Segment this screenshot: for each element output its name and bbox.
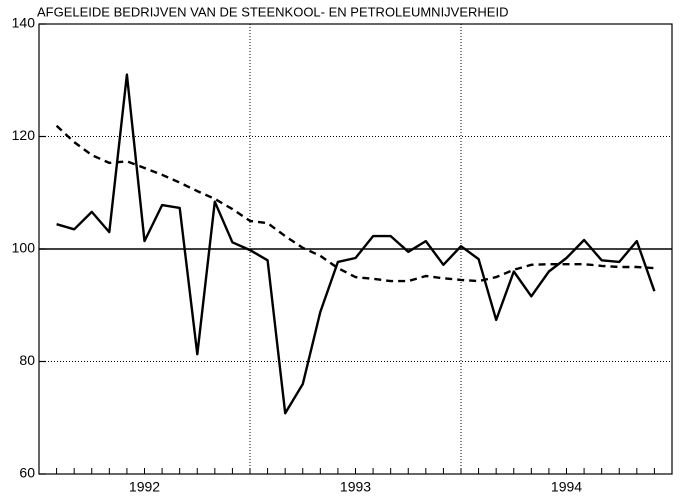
x-tick-label: 1993 [340, 479, 371, 495]
y-tick-label: 60 [19, 465, 35, 481]
x-tick-label: 1992 [129, 479, 160, 495]
chart-title: AFGELEIDE BEDRIJVEN VAN DE STEENKOOL- EN… [37, 4, 508, 19]
y-tick-label: 140 [12, 15, 36, 31]
y-tick-label: 100 [12, 240, 36, 256]
y-tick-label: 120 [12, 127, 36, 143]
y-tick-label: 80 [19, 352, 35, 368]
line-series [55, 124, 655, 283]
line-series [56, 73, 656, 415]
x-tick-label: 1994 [551, 479, 582, 495]
